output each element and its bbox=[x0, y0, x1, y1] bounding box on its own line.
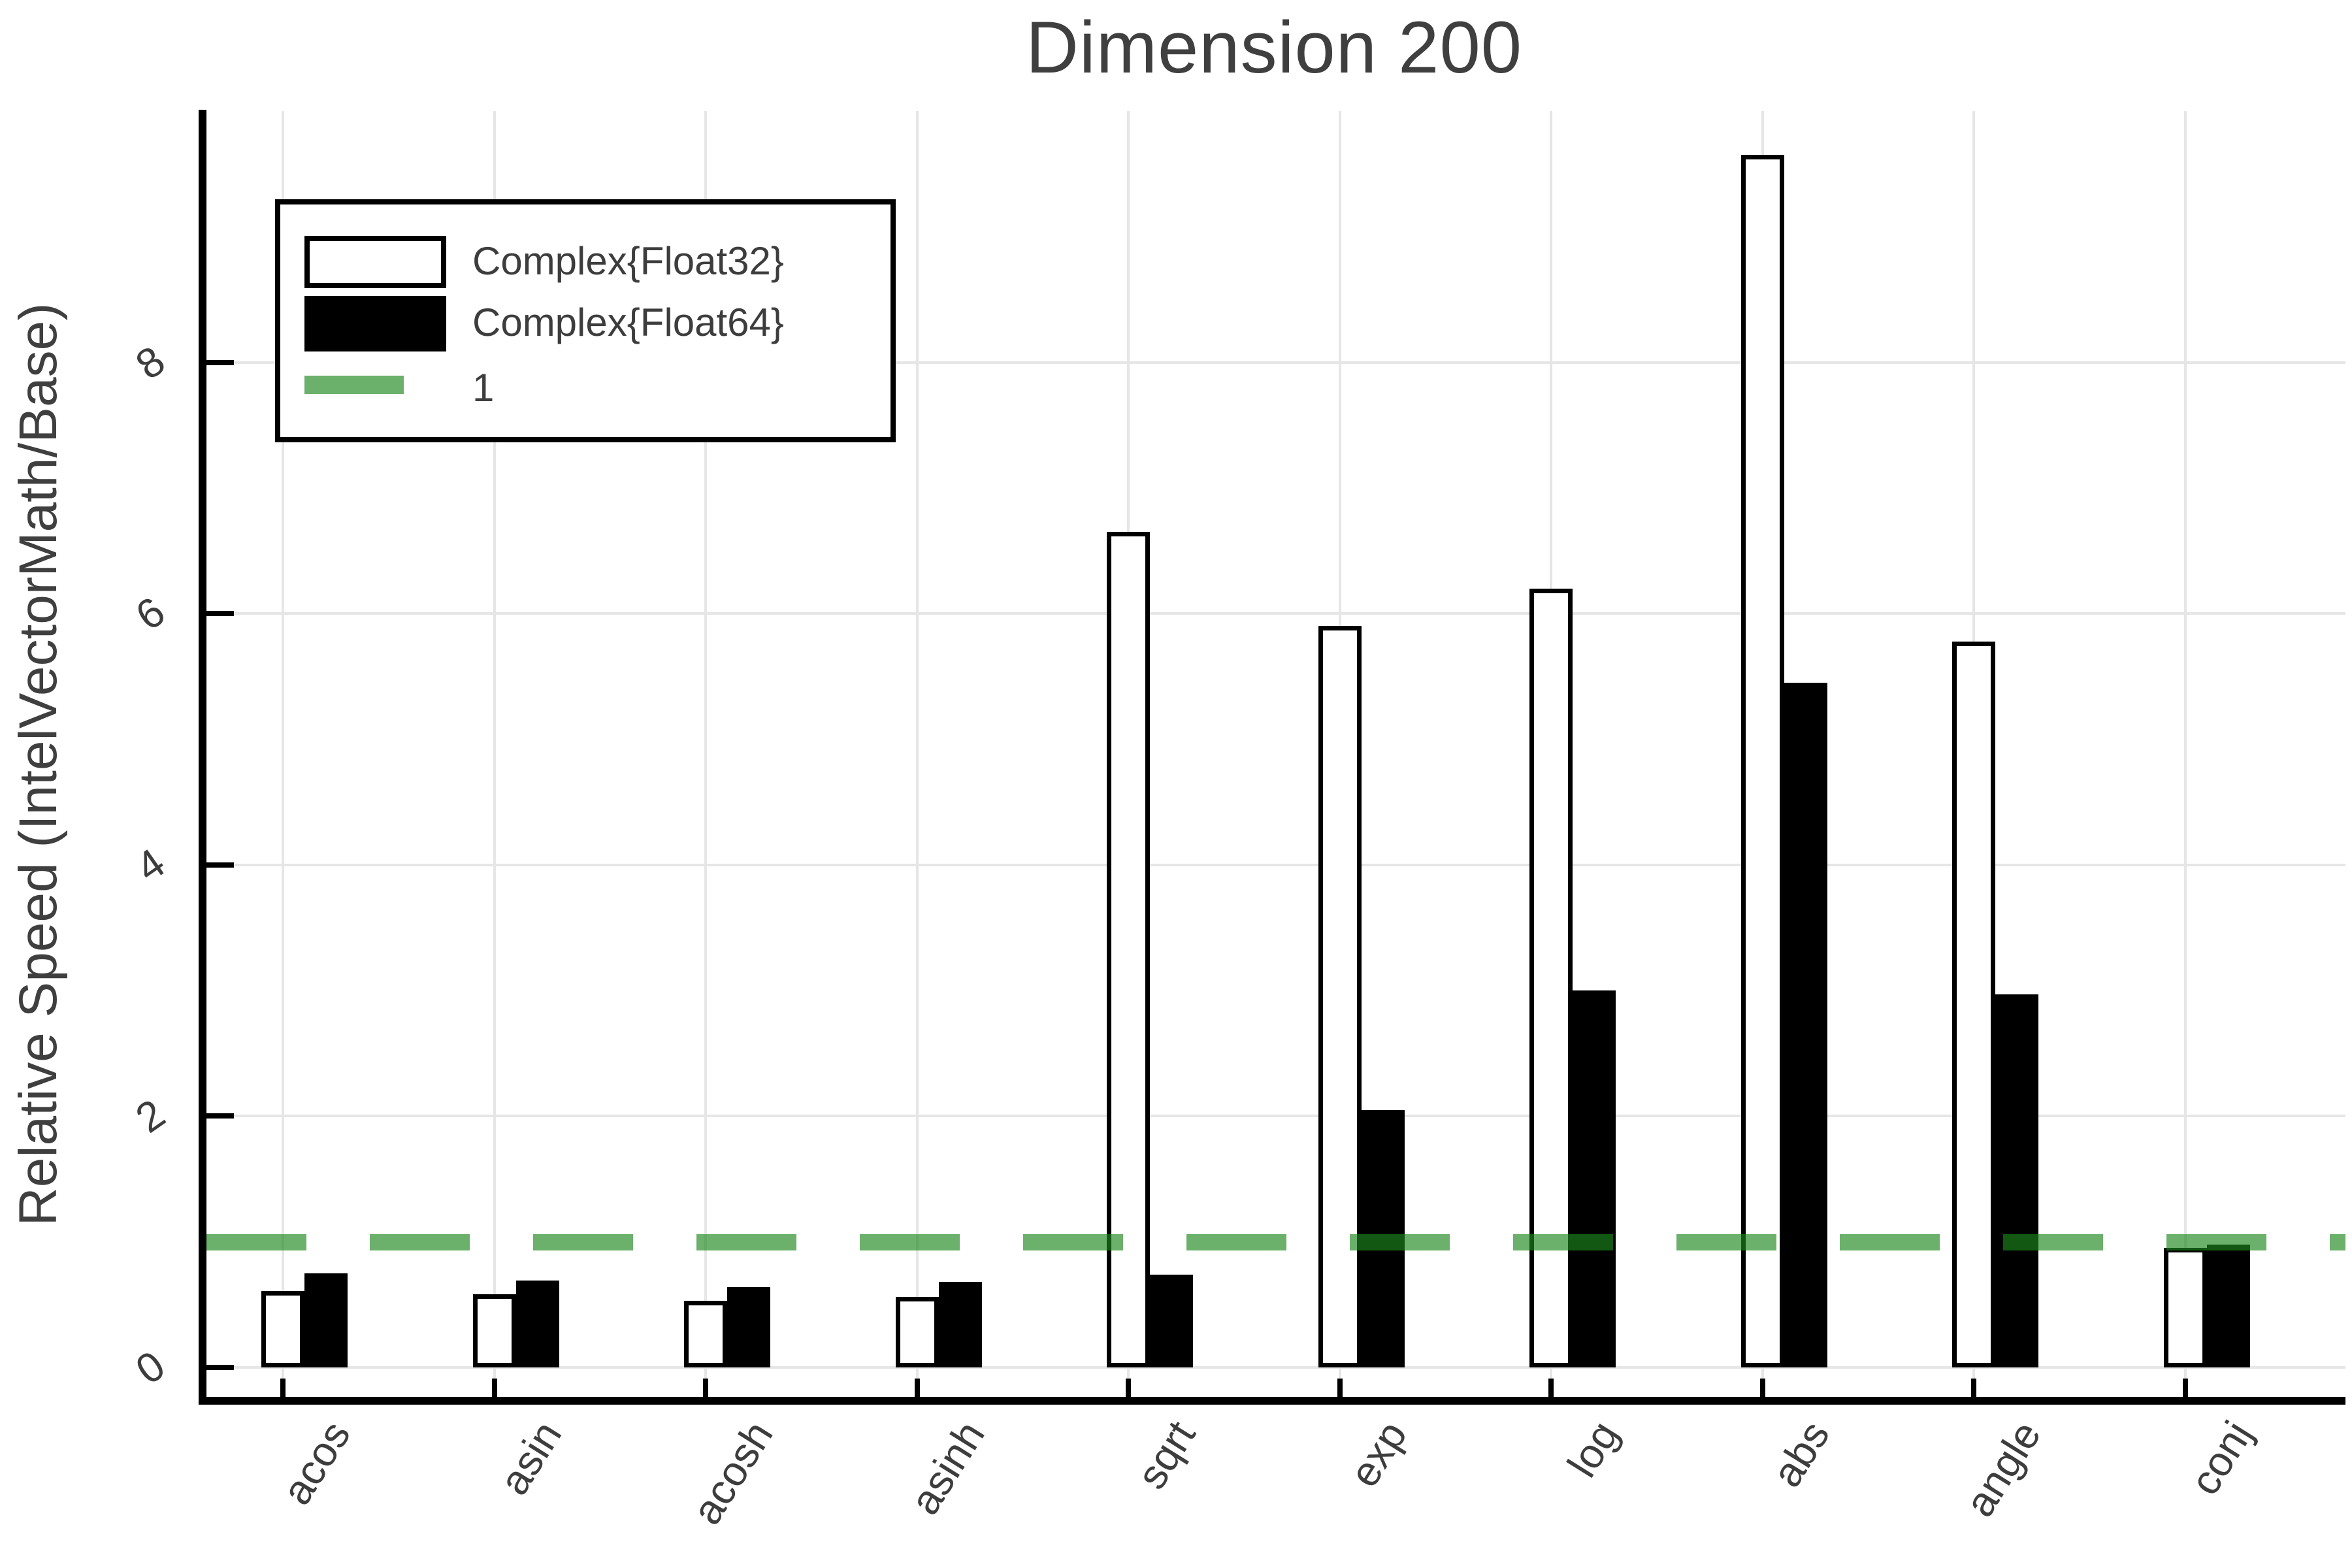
y-tick bbox=[206, 1365, 234, 1370]
x-tick-label-asin: asin bbox=[490, 1413, 571, 1503]
bar-float32-acosh bbox=[684, 1301, 727, 1367]
bar-float64-asin bbox=[515, 1281, 559, 1367]
bar-float32-acos bbox=[261, 1290, 304, 1367]
y-tick-label-6: 6 bbox=[127, 587, 174, 640]
bar-float32-exp bbox=[1318, 626, 1362, 1367]
y-tick-label-4: 4 bbox=[127, 839, 174, 891]
chart-title: Dimension 200 bbox=[1025, 7, 1523, 88]
legend-label-float64: Complex{Float64} bbox=[472, 301, 784, 344]
x-tick-label-asinh: asinh bbox=[900, 1413, 994, 1523]
bar-float32-abs bbox=[1740, 155, 1784, 1367]
y-tick-label-2: 2 bbox=[127, 1090, 174, 1143]
x-tick-label-angle: angle bbox=[1955, 1413, 2050, 1525]
y-tick bbox=[206, 862, 234, 868]
x-tick-label-sqrt: sqrt bbox=[1128, 1413, 1205, 1497]
bar-float32-angle bbox=[1952, 641, 1995, 1367]
x-tick bbox=[491, 1379, 497, 1397]
y-tick-label-8: 8 bbox=[127, 336, 174, 389]
y-tick-label-0: 0 bbox=[127, 1341, 174, 1394]
bar-float32-conj bbox=[2163, 1248, 2207, 1367]
x-tick bbox=[1548, 1379, 1554, 1397]
x-tick bbox=[703, 1379, 708, 1397]
legend-box: Complex{Float32} Complex{Float64} 1 bbox=[275, 199, 896, 442]
vertical-gridline bbox=[915, 111, 919, 1397]
y-tick bbox=[206, 1113, 234, 1119]
y-tick bbox=[206, 611, 234, 617]
legend-float64-swatch bbox=[304, 296, 446, 351]
bar-float32-asin bbox=[472, 1294, 516, 1367]
horizontal-gridline bbox=[206, 1115, 2345, 1118]
x-tick bbox=[280, 1379, 286, 1397]
bar-float64-asinh bbox=[938, 1282, 982, 1367]
y-tick bbox=[206, 359, 234, 365]
bar-float32-asinh bbox=[895, 1297, 939, 1367]
vertical-gridline bbox=[282, 111, 284, 1397]
x-axis-spine bbox=[199, 1397, 2345, 1405]
y-axis-label: Relative Speed (IntelVectorMath/Base) bbox=[8, 302, 68, 1226]
bar-float32-sqrt bbox=[1107, 532, 1150, 1367]
vertical-gridline bbox=[2183, 111, 2187, 1397]
bar-float32-log bbox=[1529, 588, 1573, 1367]
vertical-gridline bbox=[493, 111, 496, 1397]
x-tick bbox=[1971, 1379, 1976, 1397]
legend-reference-line-swatch bbox=[304, 376, 404, 394]
x-tick-label-exp: exp bbox=[1340, 1413, 1416, 1495]
x-tick bbox=[914, 1379, 920, 1397]
x-tick bbox=[2182, 1379, 2188, 1397]
legend-label-reference: 1 bbox=[472, 366, 495, 410]
bar-float64-conj bbox=[2206, 1244, 2250, 1367]
horizontal-gridline bbox=[206, 612, 2345, 615]
legend-float32-swatch bbox=[304, 236, 446, 288]
x-tick bbox=[1337, 1379, 1343, 1397]
bar-float64-abs bbox=[1784, 682, 1827, 1367]
bar-float64-log bbox=[1573, 990, 1616, 1367]
x-tick bbox=[1759, 1379, 1765, 1397]
bar-float64-acos bbox=[304, 1273, 348, 1367]
legend-label-float32: Complex{Float32} bbox=[472, 239, 784, 283]
bar-float64-sqrt bbox=[1150, 1274, 1193, 1367]
reference-line bbox=[206, 1233, 2345, 1250]
x-tick-label-acos: acos bbox=[272, 1413, 359, 1513]
bar-float64-acosh bbox=[727, 1286, 770, 1367]
horizontal-gridline bbox=[206, 863, 2345, 866]
vertical-gridline bbox=[704, 111, 707, 1397]
x-tick bbox=[1126, 1379, 1131, 1397]
x-tick-label-acosh: acosh bbox=[683, 1413, 782, 1533]
x-tick-label-log: log bbox=[1558, 1413, 1627, 1486]
y-axis-spine bbox=[199, 110, 206, 1405]
x-tick-label-abs: abs bbox=[1763, 1413, 1839, 1495]
horizontal-gridline bbox=[206, 361, 2345, 364]
bar-float64-angle bbox=[1995, 994, 2038, 1367]
horizontal-gridline bbox=[206, 1366, 2345, 1369]
x-tick-label-conj: conj bbox=[2181, 1413, 2262, 1503]
